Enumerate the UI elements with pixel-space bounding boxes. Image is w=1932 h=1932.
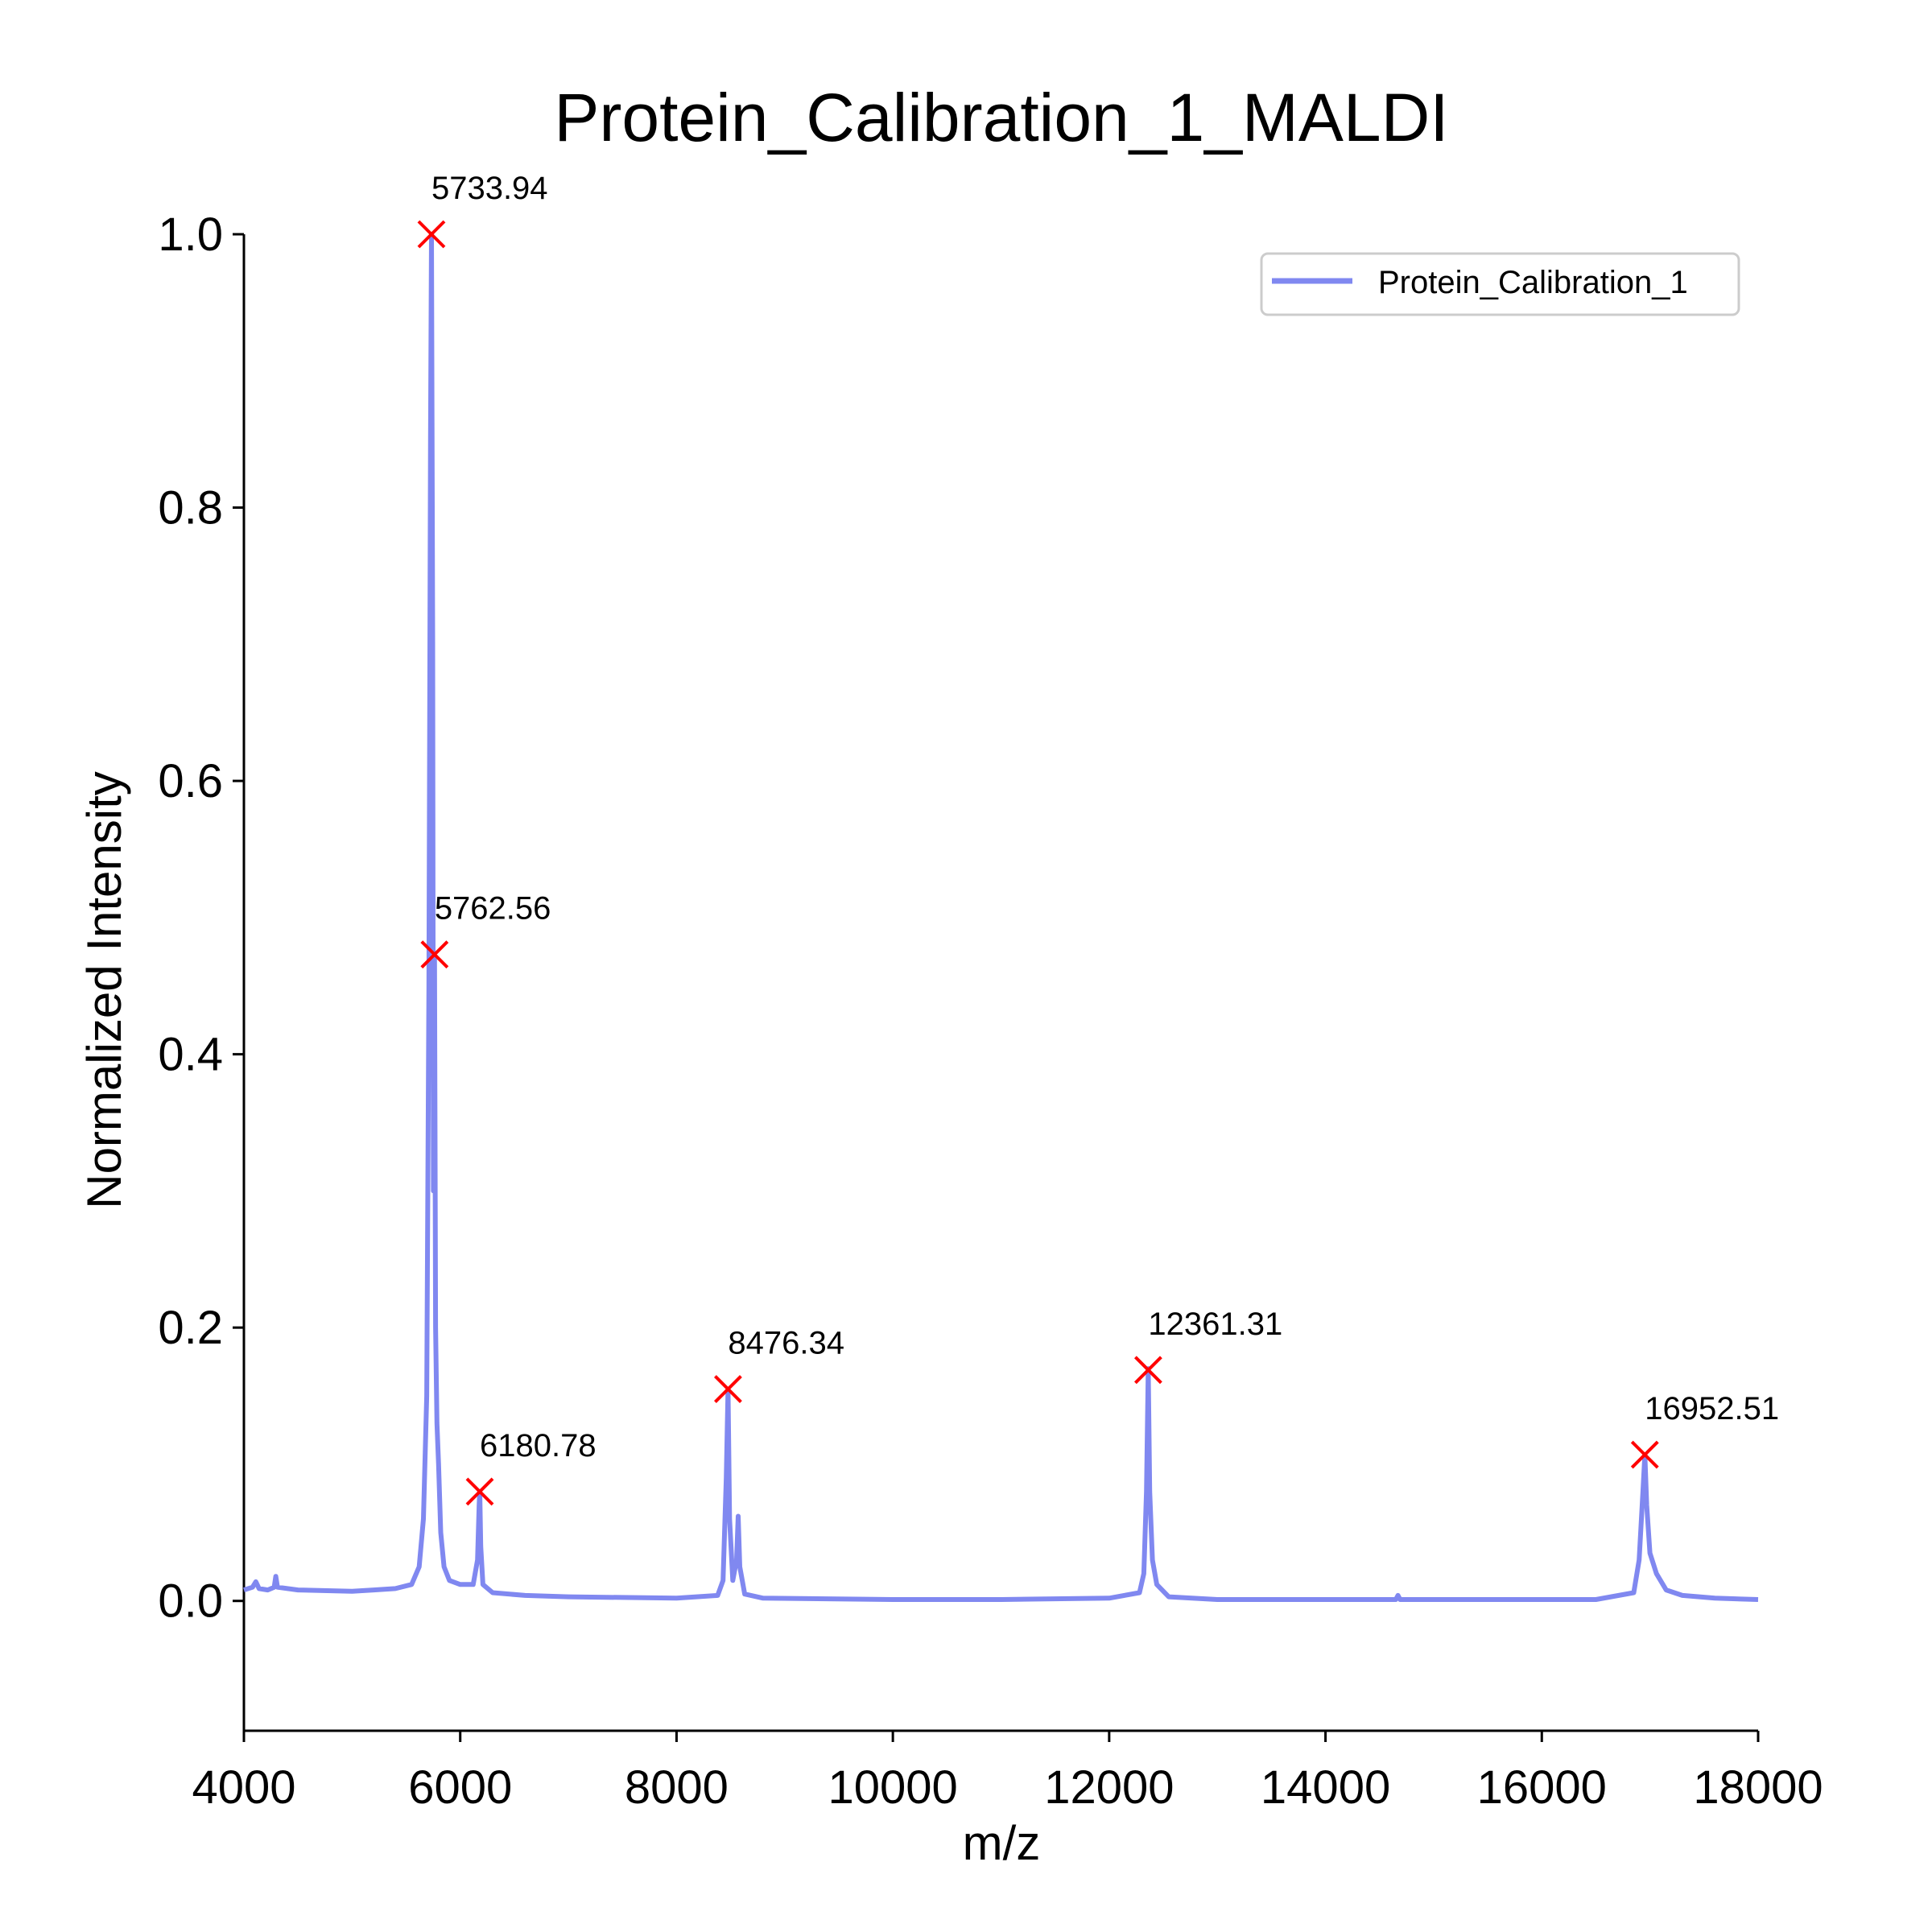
legend-box <box>1260 252 1740 316</box>
peak-marker <box>1630 1440 1659 1469</box>
y-axis-label: Normalized Intensity <box>77 771 131 1209</box>
x-tick-label: 16000 <box>1477 1761 1607 1814</box>
peak-label: 5733.94 <box>431 171 548 206</box>
series-line <box>243 232 1759 1602</box>
peak-label: 8476.34 <box>728 1326 844 1361</box>
peak-annotations: 5733.94 5762.56 6180.78 8476.34 12361.31 1695… <box>417 171 1779 1506</box>
chart-title: Protein_Calibration_1_MALDI <box>554 80 1448 155</box>
y-tick-label: 1.0 <box>158 208 223 261</box>
peak-label: 6180.78 <box>480 1428 597 1463</box>
y-tick-label: 0.6 <box>158 755 223 807</box>
peak-marker <box>420 940 449 969</box>
x-tick-label: 6000 <box>408 1761 512 1814</box>
legend: Protein_Calibration_1 <box>1260 252 1740 316</box>
y-tick-label: 0.0 <box>158 1575 223 1628</box>
x-tick-label: 10000 <box>828 1761 957 1814</box>
plot-area <box>243 232 1759 1602</box>
peak-marker <box>465 1477 494 1506</box>
y-tick-label: 0.4 <box>158 1029 223 1081</box>
peak-label: 16952.51 <box>1645 1391 1779 1426</box>
peak-label: 5762.56 <box>435 891 551 927</box>
y-tick-label: 0.2 <box>158 1302 223 1354</box>
x-tick-label: 4000 <box>192 1761 295 1814</box>
x-tick-label: 8000 <box>625 1761 729 1814</box>
peak-marker <box>1133 1356 1162 1385</box>
peak-label: 12361.31 <box>1148 1307 1282 1342</box>
x-tick-label: 18000 <box>1693 1761 1823 1814</box>
peak-marker <box>417 220 446 249</box>
axes: 4000 6000 8000 10000 12000 14000 16000 18000 0.0… <box>158 208 1823 1814</box>
legend-label: Protein_Calibration_1 <box>1378 265 1688 300</box>
x-tick-label: 12000 <box>1044 1761 1174 1814</box>
y-tick-label: 0.8 <box>158 482 223 535</box>
x-axis-label: m/z <box>963 1816 1041 1870</box>
peak-marker <box>714 1375 742 1403</box>
x-tick-label: 14000 <box>1261 1761 1390 1814</box>
